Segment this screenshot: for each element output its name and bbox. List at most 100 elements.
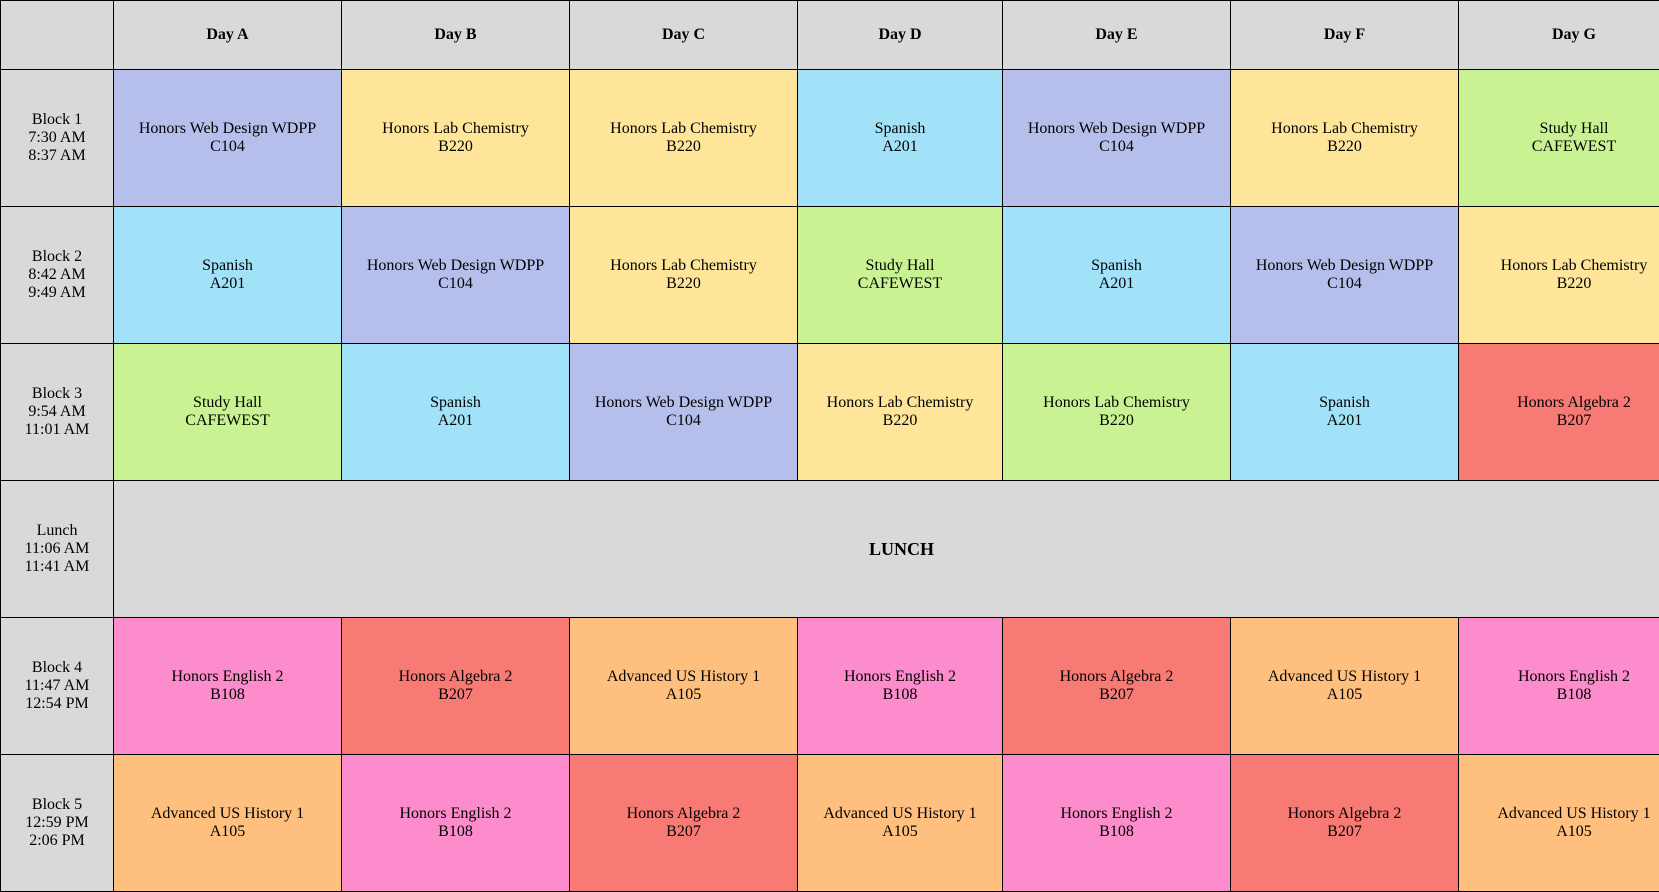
block-start: 12:59 PM	[1, 814, 113, 832]
course-name: Honors Web Design WDPP	[570, 394, 797, 412]
course-name: Honors Lab Chemistry	[570, 257, 797, 275]
day-header: Day B	[342, 1, 570, 70]
block-start: 7:30 AM	[1, 129, 113, 147]
room-number: C104	[1231, 275, 1458, 293]
block-start: 11:47 AM	[1, 677, 113, 695]
room-number: B220	[1003, 412, 1230, 430]
block-end: 8:37 AM	[1, 147, 113, 165]
day-header: Day A	[114, 1, 342, 70]
course-name: Honors Web Design WDPP	[1231, 257, 1458, 275]
room-number: A201	[1003, 275, 1230, 293]
room-number: B108	[1459, 686, 1659, 704]
day-header: Day C	[570, 1, 798, 70]
course-name: Study Hall	[798, 257, 1002, 275]
course-name: Honors English 2	[1459, 668, 1659, 686]
course-name: Advanced US History 1	[798, 805, 1002, 823]
block-start: 8:42 AM	[1, 266, 113, 284]
block-name: Block 2	[1, 248, 113, 266]
room-number: C104	[570, 412, 797, 430]
room-number: C104	[114, 138, 341, 156]
room-number: A105	[1459, 823, 1659, 841]
course-name: Advanced US History 1	[1231, 668, 1458, 686]
room-number: B207	[1459, 412, 1659, 430]
block-name: Block 3	[1, 385, 113, 403]
room-number: A201	[342, 412, 569, 430]
course-name: Honors Web Design WDPP	[342, 257, 569, 275]
course-name: Honors Algebra 2	[1003, 668, 1230, 686]
block-end: 11:41 AM	[1, 558, 113, 576]
course-name: Honors English 2	[114, 668, 341, 686]
course-name: Honors Lab Chemistry	[798, 394, 1002, 412]
room-number: A201	[114, 275, 341, 293]
course-name: Advanced US History 1	[570, 668, 797, 686]
course-name: Honors Algebra 2	[570, 805, 797, 823]
lunch-cell: LUNCH	[114, 481, 1659, 618]
block-name: Block 5	[1, 796, 113, 814]
room-number: A105	[114, 823, 341, 841]
course-name: Spanish	[1003, 257, 1230, 275]
room-number: B220	[570, 138, 797, 156]
course-name: Honors English 2	[798, 668, 1002, 686]
block-start: 11:06 AM	[1, 540, 113, 558]
course-name: Honors Lab Chemistry	[570, 120, 797, 138]
course-name: Advanced US History 1	[1459, 805, 1659, 823]
course-name: Honors Web Design WDPP	[1003, 120, 1230, 138]
course-name: Honors Lab Chemistry	[342, 120, 569, 138]
room-number: CAFEWEST	[1459, 138, 1659, 156]
course-name: Honors English 2	[1003, 805, 1230, 823]
room-number: A201	[798, 138, 1002, 156]
course-name: Honors Algebra 2	[342, 668, 569, 686]
room-number: B220	[342, 138, 569, 156]
course-name: Spanish	[342, 394, 569, 412]
course-name: Spanish	[798, 120, 1002, 138]
room-number: CAFEWEST	[114, 412, 341, 430]
room-number: C104	[342, 275, 569, 293]
